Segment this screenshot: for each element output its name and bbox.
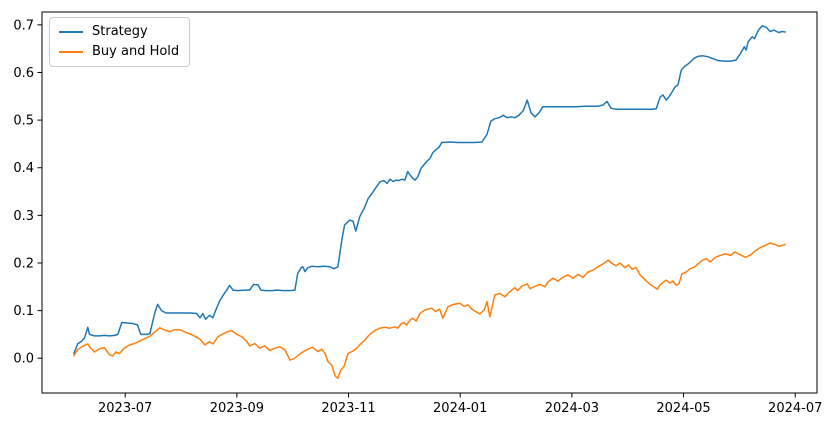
x-tick-label: 2023-09 [210, 401, 264, 416]
strategy-line-swatch [59, 31, 83, 33]
y-tick-label: 0.1 [13, 304, 34, 319]
x-tick-label: 2024-07 [768, 401, 822, 416]
y-tick-label: 0.4 [13, 161, 34, 176]
strategy-line [73, 25, 786, 355]
x-tick-label: 2023-11 [321, 401, 375, 416]
legend-label-strategy: Strategy [92, 24, 148, 39]
x-tick-label: 2024-01 [433, 401, 487, 416]
buy-and-hold-line [73, 242, 786, 379]
y-tick-label: 0.7 [13, 18, 34, 33]
legend-item-strategy: Strategy [59, 24, 179, 40]
y-tick-label: 0.5 [13, 114, 34, 129]
x-tick-label: 2023-07 [98, 401, 152, 416]
buy-and-hold-line-swatch [59, 51, 83, 53]
legend: Strategy Buy and Hold [49, 17, 191, 67]
x-tick-label: 2024-05 [656, 401, 710, 416]
x-tick-label: 2024-03 [545, 401, 599, 416]
y-tick-label: 0.0 [13, 352, 34, 367]
y-tick-label: 0.3 [13, 209, 34, 224]
legend-item-buy-and-hold: Buy and Hold [59, 44, 179, 60]
legend-label-buy-and-hold: Buy and Hold [92, 44, 180, 59]
y-tick-label: 0.2 [13, 256, 34, 271]
y-tick-label: 0.6 [13, 66, 34, 81]
plot-spines [41, 11, 818, 394]
